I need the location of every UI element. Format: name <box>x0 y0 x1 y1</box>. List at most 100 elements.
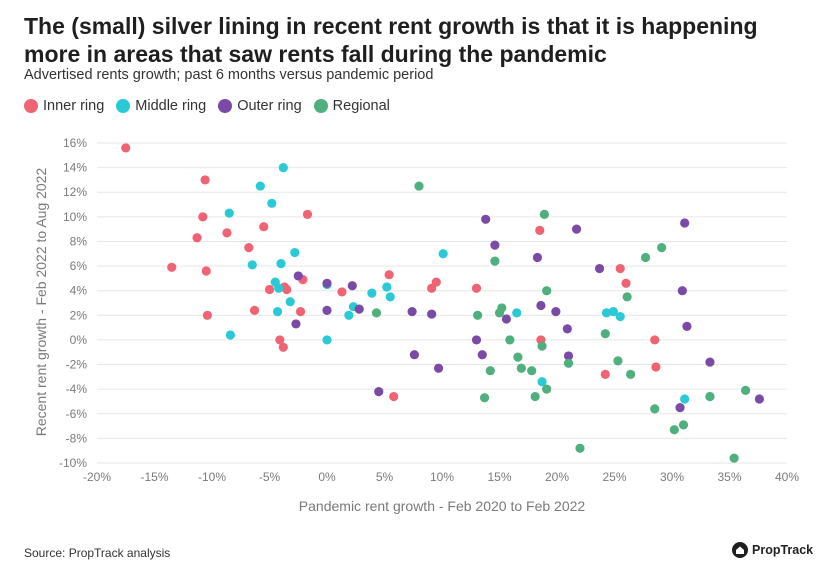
data-point-regional[interactable] <box>414 181 424 191</box>
data-point-middle-ring[interactable] <box>224 208 234 218</box>
data-point-middle-ring[interactable] <box>272 307 283 317</box>
data-point-outer-ring[interactable] <box>532 252 543 263</box>
data-point-outer-ring[interactable] <box>293 271 303 281</box>
data-point-inner-ring[interactable] <box>282 284 292 295</box>
data-point-regional[interactable] <box>485 366 495 376</box>
data-point-middle-ring[interactable] <box>225 330 235 340</box>
legend-item-inner-ring[interactable]: Inner ring <box>24 98 104 114</box>
data-point-middle-ring[interactable] <box>680 394 690 404</box>
data-point-outer-ring[interactable] <box>322 278 332 288</box>
data-point-regional[interactable] <box>542 286 552 296</box>
data-point-inner-ring[interactable] <box>249 305 260 315</box>
data-point-middle-ring[interactable] <box>512 308 522 318</box>
data-point-outer-ring[interactable] <box>291 319 301 329</box>
data-point-middle-ring[interactable] <box>344 310 354 320</box>
data-point-inner-ring[interactable] <box>302 209 313 219</box>
data-point-inner-ring[interactable] <box>202 310 212 320</box>
data-point-middle-ring[interactable] <box>267 198 277 208</box>
data-point-outer-ring[interactable] <box>481 214 491 224</box>
data-point-outer-ring[interactable] <box>354 304 364 314</box>
data-point-regional[interactable] <box>669 425 679 435</box>
data-point-regional[interactable] <box>563 358 574 368</box>
data-point-regional[interactable] <box>537 341 547 351</box>
data-point-middle-ring[interactable] <box>290 247 300 258</box>
data-point-outer-ring[interactable] <box>471 335 482 345</box>
data-point-outer-ring[interactable] <box>754 394 765 404</box>
data-point-inner-ring[interactable] <box>389 391 399 402</box>
data-point-regional[interactable] <box>613 356 623 366</box>
data-point-inner-ring[interactable] <box>222 228 232 238</box>
data-point-regional[interactable] <box>527 366 537 376</box>
data-point-regional[interactable] <box>539 209 549 219</box>
data-point-regional[interactable] <box>513 352 523 362</box>
data-point-inner-ring[interactable] <box>431 277 441 287</box>
data-point-middle-ring[interactable] <box>278 163 288 173</box>
data-point-regional[interactable] <box>371 308 382 318</box>
data-point-outer-ring[interactable] <box>322 305 332 315</box>
data-point-inner-ring[interactable] <box>535 225 545 235</box>
data-point-outer-ring[interactable] <box>705 357 715 367</box>
data-point-outer-ring[interactable] <box>409 350 419 360</box>
data-point-regional[interactable] <box>497 303 507 313</box>
data-point-inner-ring[interactable] <box>244 243 254 253</box>
data-point-regional[interactable] <box>678 420 689 430</box>
data-point-inner-ring[interactable] <box>615 263 625 274</box>
data-point-regional[interactable] <box>473 310 483 320</box>
data-point-regional[interactable] <box>516 363 526 373</box>
data-point-middle-ring[interactable] <box>385 292 395 302</box>
data-point-inner-ring[interactable] <box>384 270 394 280</box>
data-point-middle-ring[interactable] <box>285 297 295 307</box>
data-point-regional[interactable] <box>741 385 751 395</box>
data-point-outer-ring[interactable] <box>490 240 500 250</box>
data-point-regional[interactable] <box>505 335 515 345</box>
data-point-inner-ring[interactable] <box>192 233 202 243</box>
data-point-inner-ring[interactable] <box>167 262 177 272</box>
data-point-inner-ring[interactable] <box>200 175 210 185</box>
data-point-outer-ring[interactable] <box>477 350 487 360</box>
data-point-regional[interactable] <box>729 453 739 463</box>
data-point-middle-ring[interactable] <box>255 181 265 191</box>
data-point-outer-ring[interactable] <box>374 387 384 397</box>
data-point-middle-ring[interactable] <box>608 307 618 317</box>
data-point-outer-ring[interactable] <box>562 324 572 334</box>
data-point-regional[interactable] <box>626 369 636 379</box>
data-point-outer-ring[interactable] <box>536 300 546 311</box>
data-point-regional[interactable] <box>622 292 632 302</box>
legend-item-regional[interactable]: Regional <box>313 98 390 114</box>
data-point-outer-ring[interactable] <box>407 307 417 317</box>
data-point-inner-ring[interactable] <box>650 335 660 345</box>
data-point-inner-ring[interactable] <box>201 266 211 276</box>
data-point-inner-ring[interactable] <box>621 278 631 288</box>
data-point-outer-ring[interactable] <box>571 224 582 234</box>
data-point-middle-ring[interactable] <box>274 283 284 293</box>
data-point-middle-ring[interactable] <box>276 259 286 269</box>
data-point-inner-ring[interactable] <box>600 369 610 379</box>
legend-item-middle-ring[interactable]: Middle ring <box>116 98 206 114</box>
data-point-inner-ring[interactable] <box>337 287 347 297</box>
legend-item-outer-ring[interactable]: Outer ring <box>218 98 302 114</box>
data-point-middle-ring[interactable] <box>247 260 257 270</box>
data-point-middle-ring[interactable] <box>537 377 547 387</box>
data-point-middle-ring[interactable] <box>601 308 612 318</box>
data-point-regional[interactable] <box>705 391 715 402</box>
data-point-inner-ring[interactable] <box>651 362 661 372</box>
data-point-inner-ring[interactable] <box>275 335 285 345</box>
data-point-inner-ring[interactable] <box>264 284 275 295</box>
data-point-inner-ring[interactable] <box>278 342 288 352</box>
data-point-outer-ring[interactable] <box>563 351 574 361</box>
data-point-inner-ring[interactable] <box>198 212 208 222</box>
data-point-regional[interactable] <box>479 393 490 403</box>
data-point-regional[interactable] <box>600 329 610 339</box>
data-point-middle-ring[interactable] <box>438 249 448 259</box>
data-point-outer-ring[interactable] <box>680 218 690 228</box>
data-point-inner-ring[interactable] <box>259 222 269 232</box>
data-point-outer-ring[interactable] <box>675 403 685 413</box>
data-point-regional[interactable] <box>490 256 500 266</box>
data-point-outer-ring[interactable] <box>427 309 437 319</box>
data-point-outer-ring[interactable] <box>682 321 692 331</box>
data-point-inner-ring[interactable] <box>121 143 131 153</box>
data-point-middle-ring[interactable] <box>615 311 625 322</box>
data-point-regional[interactable] <box>530 391 540 402</box>
data-point-middle-ring[interactable] <box>322 335 332 345</box>
data-point-outer-ring[interactable] <box>594 263 605 274</box>
